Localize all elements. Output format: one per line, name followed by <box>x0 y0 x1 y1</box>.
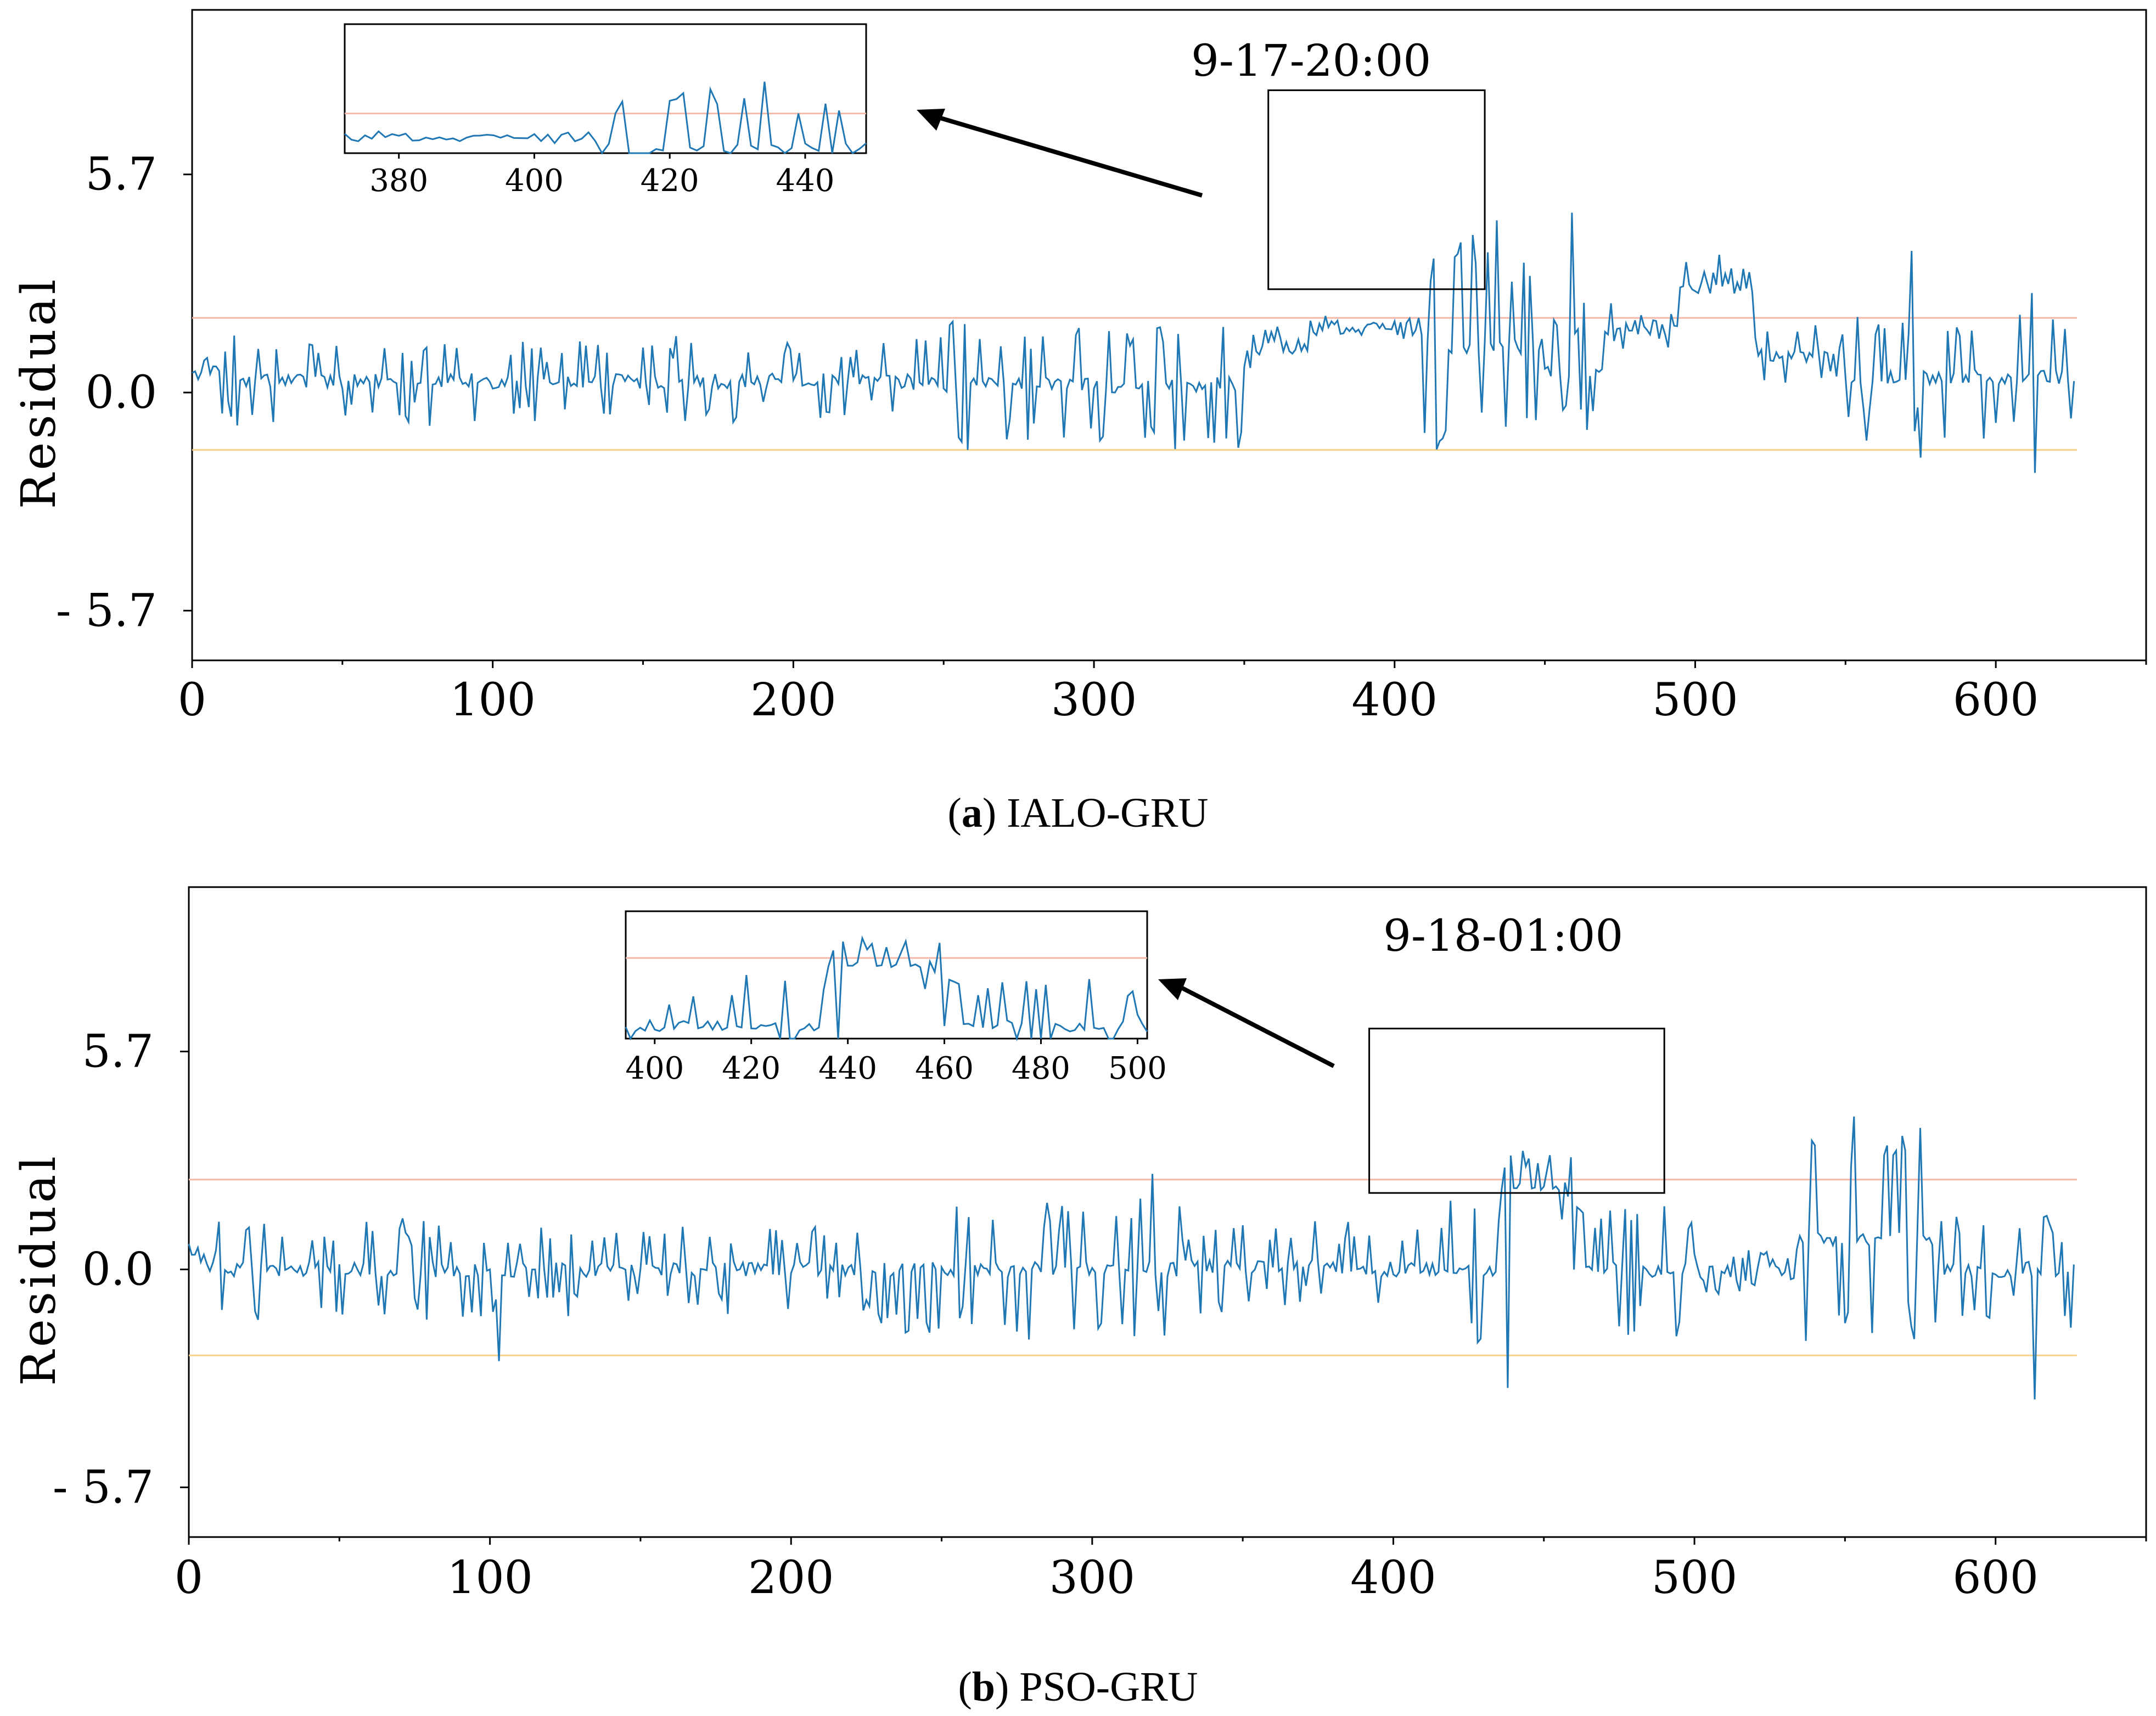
x-tick-label: 600 <box>1952 1552 2039 1604</box>
inset-frame <box>625 910 1148 1040</box>
inset-x-tick-label: 380 <box>369 163 428 199</box>
y-tick-label: 0.0 <box>82 1243 154 1296</box>
x-tick-label: 100 <box>447 1552 533 1604</box>
pointer-arrow <box>937 115 1203 198</box>
chart-panel-b: 0 100 200 300 400 500 600 5.7 0.0 - 5.7 Residual 9-… <box>12 886 2147 1604</box>
x-tick-label: 300 <box>1049 1552 1136 1604</box>
highlight-window <box>1368 1028 1665 1194</box>
inset-zoom: 380 400 420 440 <box>344 23 867 199</box>
caption-b: (b) PSO-GRU <box>958 1664 1198 1710</box>
y-tick-label: 0.0 <box>86 367 157 419</box>
chart-panel-a: 0 100 200 300 400 500 600 5.7 0.0 - 5.7 Residual 9-… <box>12 9 2147 726</box>
inset-x-tick-label: 440 <box>818 1051 877 1086</box>
inset-x-tick-label: 420 <box>722 1051 781 1086</box>
caption-a: (a) IALO-GRU <box>947 790 1209 836</box>
inset-frame <box>344 23 867 154</box>
y-axis-label: Residual <box>12 276 66 509</box>
arrow-head <box>1158 978 1187 1000</box>
highlight-time-label: 9-17-20:00 <box>1191 35 1431 86</box>
y-tick-label: - 5.7 <box>56 585 157 637</box>
arrow-head <box>917 109 945 131</box>
x-tick-label: 100 <box>450 674 536 726</box>
pointer-arrow <box>1179 985 1335 1068</box>
y-axis-label: Residual <box>12 1153 66 1386</box>
inset-x-tick-label: 480 <box>1012 1051 1070 1086</box>
inset-x-tick-label: 420 <box>641 163 699 199</box>
inset-x-tick-label: 500 <box>1108 1051 1167 1086</box>
x-tick-label: 200 <box>748 1552 834 1604</box>
inset-x-tick-label: 400 <box>505 163 564 199</box>
x-tick-label: 0 <box>178 674 206 726</box>
inset-series-line <box>625 935 1148 1042</box>
x-tick-label: 500 <box>1652 1552 1738 1604</box>
inset-x-tick-label: 440 <box>776 163 835 199</box>
x-tick-label: 400 <box>1352 674 1438 726</box>
x-tick-label: 300 <box>1051 674 1137 726</box>
highlight-time-label: 9-18-01:00 <box>1383 910 1623 961</box>
x-tick-label: 600 <box>1953 674 2039 726</box>
inset-series-line <box>344 81 867 155</box>
x-tick-label: 200 <box>750 674 836 726</box>
inset-zoom: 400 420 440 460 480 500 <box>625 910 1167 1086</box>
x-tick-label: 400 <box>1350 1552 1436 1604</box>
residual-series-line <box>192 212 2075 473</box>
plot-frame <box>191 9 2147 661</box>
y-tick-label: - 5.7 <box>53 1461 154 1513</box>
residual-series-line <box>188 1116 2075 1400</box>
inset-x-tick-label: 400 <box>625 1051 684 1086</box>
x-tick-label: 0 <box>175 1552 203 1604</box>
inset-x-tick-label: 460 <box>915 1051 974 1086</box>
highlight-window <box>1267 89 1486 290</box>
plot-frame <box>188 886 2147 1538</box>
x-tick-label: 500 <box>1652 674 1738 726</box>
y-tick-label: 5.7 <box>86 149 157 201</box>
y-tick-label: 5.7 <box>82 1025 154 1078</box>
